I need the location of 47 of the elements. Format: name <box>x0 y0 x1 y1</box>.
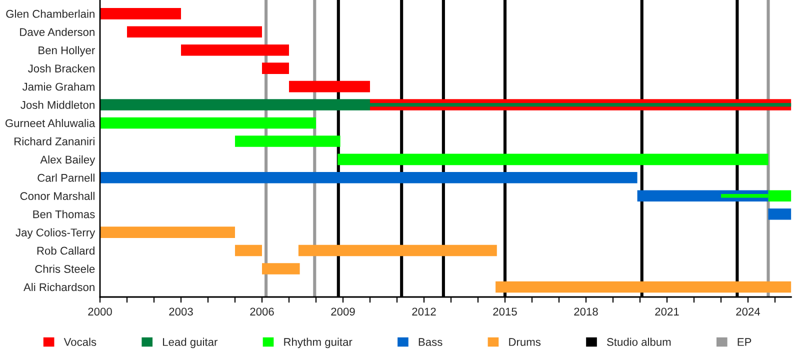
bar <box>100 117 316 129</box>
y-tick-label: Ben Thomas <box>33 210 95 218</box>
legend-label: EP <box>738 338 752 346</box>
y-tick-label: Chris Steele <box>35 264 95 273</box>
bar <box>181 44 289 56</box>
legend-label: Rhythm guitar <box>284 338 352 348</box>
bar <box>262 263 300 274</box>
x-tick-label: 2015 <box>493 308 517 316</box>
bar <box>127 26 262 38</box>
bar <box>338 154 768 166</box>
legend-label: Lead guitar <box>163 338 218 348</box>
bar <box>768 208 792 220</box>
y-tick-label: Josh Middleton <box>20 100 94 109</box>
y-tick-label: Carl Parnell <box>38 174 94 182</box>
bar <box>100 8 181 20</box>
legend-label: Vocals <box>64 338 96 346</box>
x-tick-label: 2021 <box>655 308 679 316</box>
y-tick-label: Jay Colios-Terry <box>16 228 96 239</box>
x-tick-label: 2003 <box>169 308 193 316</box>
bar <box>100 226 235 238</box>
bar <box>289 80 370 92</box>
bar <box>235 244 262 256</box>
x-tick-label: 2009 <box>331 308 355 316</box>
x-tick-label: 2012 <box>412 308 436 316</box>
legend-label: Bass <box>418 338 442 346</box>
y-tick-label: Rob Callard <box>37 246 94 255</box>
y-tick-label: Jamie Graham <box>22 82 94 91</box>
bar <box>496 281 792 293</box>
y-tick-label: Richard Zananiri <box>14 137 94 146</box>
legend-label: Studio album <box>607 338 671 346</box>
y-tick-label: Josh Bracken <box>28 64 94 72</box>
bar <box>262 62 289 74</box>
x-tick-label: 2000 <box>88 308 112 316</box>
y-tick-label: Dave Anderson <box>20 28 94 36</box>
y-tick-label: Glen Chamberlain <box>6 10 94 18</box>
x-tick-label: 2006 <box>250 308 274 316</box>
y-tick-label: Conor Marshall <box>20 192 94 200</box>
y-tick-label: Alex Bailey <box>40 155 96 166</box>
bar <box>235 136 340 147</box>
y-tick-label: Ali Richardson <box>24 282 94 292</box>
y-tick-label: Ben Hollyer <box>38 46 95 56</box>
x-tick-label: 2018 <box>574 308 598 316</box>
legend-label: Drums <box>509 338 541 346</box>
x-tick-label: 2024 <box>736 308 760 316</box>
y-tick-label: Gurneet Ahluwalia <box>6 118 96 128</box>
bar <box>298 244 497 256</box>
bar <box>100 172 638 184</box>
